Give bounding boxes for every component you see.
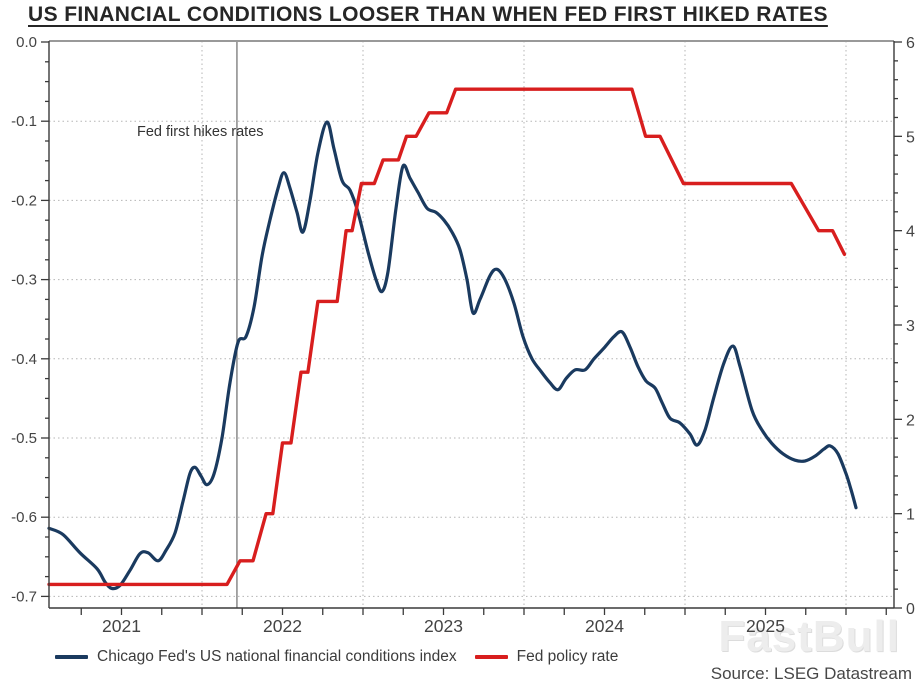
chart-legend: Chicago Fed's US national financial cond… [55, 648, 618, 666]
series-nfci-line [47, 120, 858, 591]
left-axis: 0.0 -0.1 -0.2 -0.3 -0.4 -0.5 -0.6 -0.7 [11, 34, 50, 608]
right-axis: 6 5 4 3 2 1 0 [893, 35, 915, 618]
x-axis: 2021 2022 2023 2024 2025 [49, 607, 894, 636]
svg-text:4: 4 [906, 224, 915, 241]
svg-text:0.0: 0.0 [16, 34, 37, 51]
svg-text:-0.1: -0.1 [11, 113, 37, 130]
svg-text:-0.5: -0.5 [11, 430, 37, 447]
legend-item-nfci: Chicago Fed's US national financial cond… [55, 648, 457, 666]
fed-rate-line-swatch [474, 655, 508, 659]
gridlines [49, 41, 894, 608]
svg-text:1: 1 [906, 507, 915, 524]
fed-rate-legend-label: Fed policy rate [516, 648, 619, 665]
svg-text:5: 5 [906, 129, 915, 146]
series-fed-rate-line [47, 87, 847, 587]
legend-item-fed-rate: Fed policy rate [474, 648, 619, 666]
svg-text:6: 6 [906, 35, 915, 52]
svg-text:2: 2 [906, 412, 915, 429]
nfci-line-swatch [55, 655, 88, 659]
svg-text:0: 0 [906, 601, 915, 618]
svg-text:2025: 2025 [746, 616, 785, 636]
svg-text:-0.2: -0.2 [11, 192, 37, 209]
source-credit: Source: LSEG Datastream [710, 664, 912, 683]
nfci-legend-label: Chicago Fed's US national financial cond… [97, 648, 457, 665]
svg-text:2021: 2021 [102, 616, 141, 636]
svg-text:2024: 2024 [585, 616, 624, 636]
svg-text:2022: 2022 [263, 616, 302, 636]
chart-title: US FINANCIAL CONDITIONS LOOSER THAN WHEN… [28, 3, 828, 26]
svg-text:2023: 2023 [424, 616, 463, 636]
fastbull-watermark: FastBull [718, 612, 900, 661]
svg-text:-0.4: -0.4 [11, 351, 37, 368]
svg-text:3: 3 [906, 318, 915, 335]
svg-text:-0.6: -0.6 [11, 509, 37, 526]
svg-text:-0.3: -0.3 [11, 272, 37, 289]
svg-text:-0.7: -0.7 [11, 588, 37, 605]
event-annotation: Fed first hikes rates [137, 124, 264, 140]
